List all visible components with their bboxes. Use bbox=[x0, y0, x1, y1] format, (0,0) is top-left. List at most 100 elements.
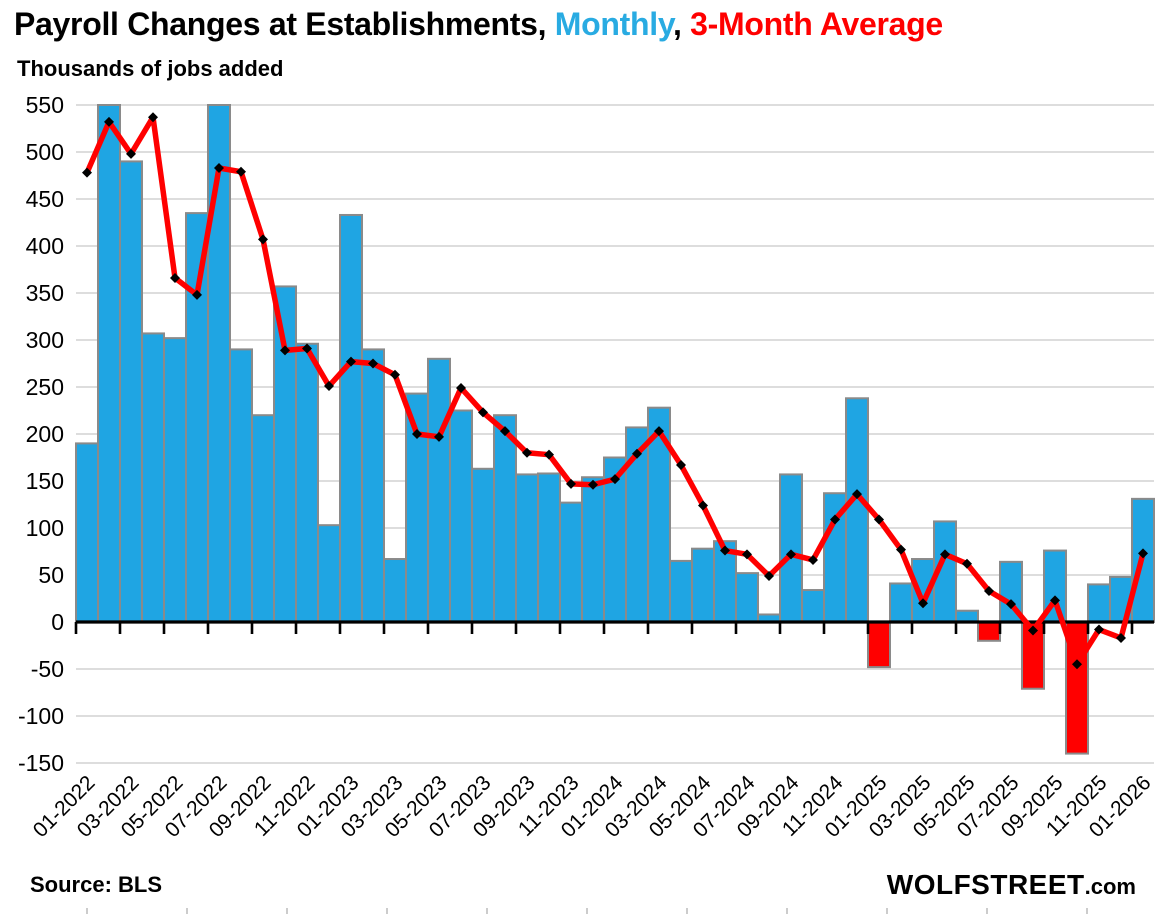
avg-point-06-2023 bbox=[456, 382, 466, 393]
avg-point-01-2024 bbox=[610, 474, 620, 485]
bar-09-2023 bbox=[515, 473, 539, 624]
bar-11-2023 bbox=[559, 501, 583, 623]
avg-point-07-2022 bbox=[214, 162, 224, 173]
y-tick-label-350: 350 bbox=[26, 280, 64, 306]
bar-07-2023 bbox=[471, 467, 495, 623]
avg-point-06-2024 bbox=[720, 545, 730, 556]
bar-03-2023 bbox=[383, 558, 407, 624]
avg-point-07-2023 bbox=[478, 407, 488, 418]
avg-point-11-2022 bbox=[302, 343, 312, 354]
avg-point-10-2024 bbox=[808, 554, 818, 565]
avg-point-04-2023 bbox=[412, 429, 422, 439]
source-note: Source: BLS bbox=[30, 872, 163, 897]
avg-point-09-2022 bbox=[258, 234, 268, 245]
avg-point-10-2025 bbox=[1072, 659, 1082, 670]
avg-point-03-2024 bbox=[654, 426, 664, 437]
title-average-part: 3-Month Average bbox=[690, 6, 943, 42]
bar-11-2025 bbox=[1087, 583, 1111, 624]
avg-point-12-2025 bbox=[1116, 632, 1126, 643]
avg-point-04-2025 bbox=[940, 549, 950, 560]
avg-point-06-2022 bbox=[192, 289, 202, 300]
avg-point-03-2023 bbox=[390, 369, 400, 380]
title-comma: , bbox=[672, 6, 691, 42]
avg-point-04-2022 bbox=[148, 112, 158, 123]
bar-06-2022 bbox=[185, 212, 209, 623]
bar-06-2025 bbox=[977, 621, 1001, 642]
avg-point-06-2025 bbox=[984, 585, 994, 596]
bar-05-2024 bbox=[691, 547, 715, 623]
bar-09-2024 bbox=[779, 473, 803, 624]
avg-point-01-2025 bbox=[874, 514, 884, 525]
y-tick-label-450: 450 bbox=[26, 186, 64, 212]
avg-point-02-2023 bbox=[368, 358, 378, 369]
y-tick-label-400: 400 bbox=[26, 233, 64, 259]
bar-10-2024 bbox=[801, 589, 825, 623]
bar-11-2022 bbox=[295, 342, 319, 623]
y-tick-label--150: -150 bbox=[18, 750, 64, 776]
y-tick-label--50: -50 bbox=[31, 656, 64, 682]
avg-point-05-2022 bbox=[170, 272, 180, 283]
bar-05-2022 bbox=[163, 337, 187, 623]
bar-05-2025 bbox=[955, 609, 979, 623]
chart-subtitle: Thousands of jobs added bbox=[17, 56, 284, 81]
bar-06-2023 bbox=[449, 409, 473, 623]
avg-point-05-2023 bbox=[434, 431, 444, 442]
avg-point-11-2024 bbox=[830, 514, 840, 525]
avg-point-12-2023 bbox=[588, 479, 598, 490]
bar-09-2022 bbox=[251, 414, 275, 624]
y-tick-label-500: 500 bbox=[26, 139, 64, 165]
bar-12-2022 bbox=[317, 524, 341, 623]
y-tick-label-0: 0 bbox=[51, 609, 64, 635]
avg-point-03-2022 bbox=[126, 148, 136, 159]
avg-point-08-2025 bbox=[1028, 625, 1038, 636]
title-monthly-part: Monthly bbox=[554, 6, 673, 42]
avg-point-11-2023 bbox=[566, 478, 576, 489]
bar-12-2023 bbox=[581, 476, 605, 623]
bar-04-2022 bbox=[141, 332, 165, 623]
avg-point-08-2023 bbox=[500, 426, 510, 437]
avg-point-02-2022 bbox=[104, 116, 114, 127]
bar-08-2023 bbox=[493, 414, 517, 624]
bar-02-2025 bbox=[889, 582, 913, 624]
avg-point-01-2023 bbox=[346, 356, 356, 367]
bar-02-2022 bbox=[97, 104, 121, 623]
y-tick-label-300: 300 bbox=[26, 327, 64, 353]
title-black-part: Payroll Changes at Establishments, bbox=[14, 6, 555, 42]
y-tick-label-50: 50 bbox=[38, 562, 64, 588]
y-tick-label-200: 200 bbox=[26, 421, 64, 447]
avg-point-02-2025 bbox=[896, 544, 906, 555]
avg-point-09-2025 bbox=[1050, 595, 1060, 606]
bar-04-2024 bbox=[669, 559, 693, 624]
avg-point-08-2022 bbox=[236, 166, 246, 177]
brand-name: WOLFSTREET bbox=[886, 869, 1085, 900]
avg-point-12-2024 bbox=[852, 489, 862, 500]
bar-10-2023 bbox=[537, 472, 561, 624]
avg-point-05-2024 bbox=[698, 500, 708, 511]
y-tick-label--100: -100 bbox=[18, 703, 64, 729]
bar-07-2024 bbox=[735, 572, 759, 623]
bar-12-2024 bbox=[845, 397, 869, 623]
avg-point-07-2024 bbox=[742, 549, 752, 560]
bar-03-2022 bbox=[119, 160, 143, 623]
avg-point-10-2022 bbox=[280, 345, 290, 356]
y-tick-label-100: 100 bbox=[26, 515, 64, 541]
bar-01-2022 bbox=[75, 442, 99, 623]
bar-05-2023 bbox=[427, 357, 451, 623]
bar-08-2022 bbox=[229, 348, 253, 623]
avg-point-09-2024 bbox=[786, 549, 796, 560]
avg-point-01-2022 bbox=[82, 167, 92, 178]
bar-02-2023 bbox=[361, 348, 385, 623]
bar-01-2025 bbox=[867, 621, 891, 669]
avg-point-08-2024 bbox=[764, 570, 774, 581]
avg-point-01-2026 bbox=[1138, 548, 1148, 559]
avg-point-10-2023 bbox=[544, 449, 554, 460]
wolfstreet-branding: WOLFSTREET.com bbox=[887, 869, 1136, 901]
avg-point-02-2024 bbox=[632, 448, 642, 459]
y-tick-label-250: 250 bbox=[26, 374, 64, 400]
avg-point-07-2025 bbox=[1006, 599, 1016, 610]
avg-point-04-2024 bbox=[676, 460, 686, 471]
y-tick-label-150: 150 bbox=[26, 468, 64, 494]
avg-point-05-2025 bbox=[962, 558, 972, 569]
avg-point-11-2025 bbox=[1094, 624, 1104, 635]
